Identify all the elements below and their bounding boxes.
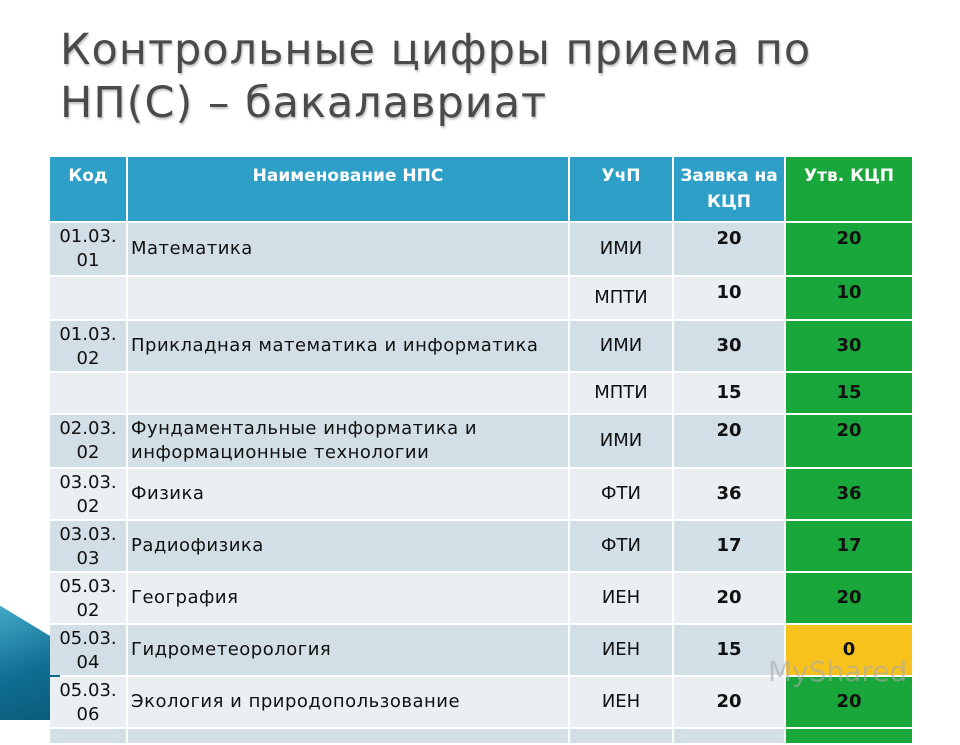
cell-code: 02.03. 02: [50, 415, 126, 467]
table-row: 05.03. 04 Гидрометеорология ИЕН 15 0: [50, 625, 912, 675]
cell-approved: 0: [786, 625, 912, 675]
cell-unit: ИЕН: [570, 677, 672, 727]
watermark-logo: MyShared: [768, 655, 908, 688]
cell-approved: 20: [786, 415, 912, 467]
table-row: 02.03. 02 Фундаментальные информатика и …: [50, 415, 912, 467]
cell-unit: ИЕН: [570, 625, 672, 675]
header-request: Заявка на КЦП: [674, 157, 784, 221]
cell-partial: [570, 729, 672, 743]
cell-name: Радиофизика: [128, 521, 568, 571]
table-row: 01.03. 01 Математика ИМИ 20 20: [50, 223, 912, 275]
cell-unit: ИМИ: [570, 223, 672, 275]
cell-unit: ФТИ: [570, 469, 672, 519]
cell-request: 30: [674, 321, 784, 371]
cell-request: 20: [674, 223, 784, 275]
table-row-partial: [50, 729, 912, 743]
cell-code: 05.03. 04: [50, 625, 126, 675]
cell-request: 20: [674, 677, 784, 727]
slide-title: Контрольные цифры приема по НП(С) – бака…: [60, 25, 812, 128]
table-row: 05.03. 06 Экология и природопользование …: [50, 677, 912, 727]
header-approved: Утв. КЦП: [786, 157, 912, 221]
cell-approved: 30: [786, 321, 912, 371]
header-unit: УчП: [570, 157, 672, 221]
cell-approved: 10: [786, 277, 912, 319]
cell-unit: ИЕН: [570, 573, 672, 623]
table-row: 01.03. 02 Прикладная математика и информ…: [50, 321, 912, 371]
kcp-table: Код Наименование НПС УчП Заявка на КЦП У…: [48, 155, 914, 745]
cell-approved: 36: [786, 469, 912, 519]
cell-name: [128, 277, 568, 319]
table-row: МПТИ 15 15: [50, 373, 912, 413]
cell-request: 15: [674, 625, 784, 675]
cell-name: Экология и природопользование: [128, 677, 568, 727]
cell-name: География: [128, 573, 568, 623]
cell-request: 36: [674, 469, 784, 519]
cell-code: 01.03. 02: [50, 321, 126, 371]
cell-partial: [674, 729, 784, 743]
table-row: 03.03. 02 Физика ФТИ 36 36: [50, 469, 912, 519]
cell-approved: 15: [786, 373, 912, 413]
cell-unit: МПТИ: [570, 277, 672, 319]
cell-approved: 17: [786, 521, 912, 571]
table-row: 05.03. 02 География ИЕН 20 20: [50, 573, 912, 623]
cell-approved: 20: [786, 573, 912, 623]
cell-name: [128, 373, 568, 413]
header-name: Наименование НПС: [128, 157, 568, 221]
cell-code: [50, 277, 126, 319]
cell-code: 03.03. 02: [50, 469, 126, 519]
cell-code: [50, 373, 126, 413]
cell-partial: [50, 729, 126, 743]
table-row: МПТИ 10 10: [50, 277, 912, 319]
cell-unit: ФТИ: [570, 521, 672, 571]
cell-approved: 20: [786, 677, 912, 727]
cell-request: 20: [674, 573, 784, 623]
cell-unit: МПТИ: [570, 373, 672, 413]
cell-partial: [128, 729, 568, 743]
cell-partial: [786, 729, 912, 743]
header-code: Код: [50, 157, 126, 221]
cell-request: 17: [674, 521, 784, 571]
cell-name: Фундаментальные информатика и информацио…: [128, 415, 568, 467]
cell-request: 15: [674, 373, 784, 413]
cell-code: 03.03. 03: [50, 521, 126, 571]
cell-name: Гидрометеорология: [128, 625, 568, 675]
cell-code: 01.03. 01: [50, 223, 126, 275]
cell-code: 05.03. 02: [50, 573, 126, 623]
table-row: 03.03. 03 Радиофизика ФТИ 17 17: [50, 521, 912, 571]
cell-request: 20: [674, 415, 784, 467]
cell-unit: ИМИ: [570, 321, 672, 371]
table-header-row: Код Наименование НПС УчП Заявка на КЦП У…: [50, 157, 912, 221]
cell-name: Прикладная математика и информатика: [128, 321, 568, 371]
cell-approved: 20: [786, 223, 912, 275]
cell-name: Математика: [128, 223, 568, 275]
cell-unit: ИМИ: [570, 415, 672, 467]
cell-name: Физика: [128, 469, 568, 519]
cell-request: 10: [674, 277, 784, 319]
